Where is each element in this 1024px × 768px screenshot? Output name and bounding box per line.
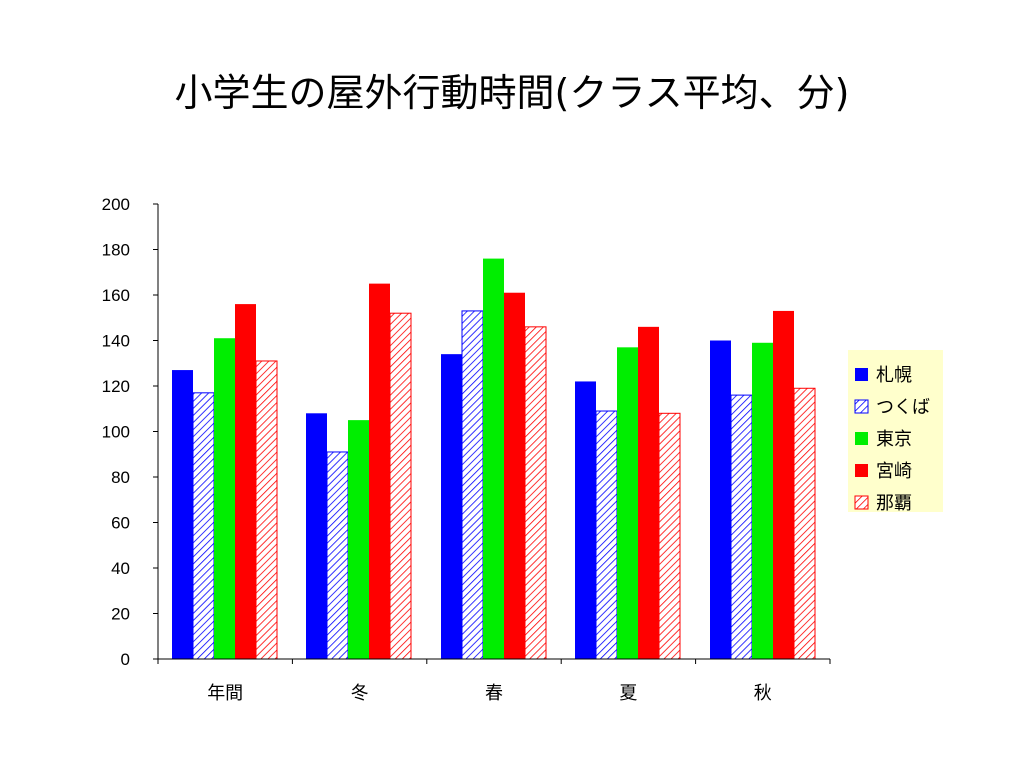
bar: [441, 354, 462, 659]
bar: [306, 413, 327, 659]
bar: [710, 340, 731, 659]
bar: [192, 392, 215, 660]
bar: [730, 394, 753, 660]
bar: [369, 283, 390, 659]
bar: [235, 304, 256, 659]
bar: [214, 338, 235, 659]
bar: [483, 258, 504, 659]
y-tick-label: 100: [102, 423, 130, 442]
x-category-label: 冬: [351, 683, 369, 704]
bar: [752, 342, 773, 659]
plot-area: 0 20 40 60 80 100 120 140 160 180 200 年間 冬 春 夏 秋: [102, 195, 831, 704]
y-tick-label: 200: [102, 195, 130, 214]
chart-title: 小学生の屋外行動時間(クラス平均、分): [174, 71, 850, 115]
legend-label: 東京: [876, 429, 912, 450]
y-tick-label: 40: [111, 559, 130, 578]
legend-swatch: [855, 368, 868, 381]
bar: [326, 451, 349, 660]
y-tick-label: 60: [111, 514, 130, 533]
legend-swatch: [855, 464, 868, 477]
legend-swatch: [854, 399, 869, 414]
legend-label: 宮崎: [876, 461, 912, 482]
y-tick-label: 80: [111, 468, 130, 487]
y-tick-label: 120: [102, 377, 130, 396]
legend-label: 札幌: [876, 365, 912, 386]
bar: [172, 370, 193, 659]
y-tick-label: 180: [102, 241, 130, 260]
bar: [638, 326, 659, 659]
x-category-label: 秋: [754, 683, 772, 704]
legend-label: つくば: [876, 397, 930, 418]
bar: [773, 310, 794, 659]
y-tick-label: 20: [111, 605, 130, 624]
y-tick-label: 0: [121, 650, 130, 669]
x-category-label: 夏: [619, 683, 637, 704]
x-category-label: 年間: [207, 683, 243, 704]
bar: [575, 381, 596, 659]
bar: [793, 387, 816, 660]
legend-swatch: [854, 495, 869, 510]
y-tick-label: 160: [102, 286, 130, 305]
bar: [389, 312, 412, 660]
legend-swatch: [855, 432, 868, 445]
bar: [658, 412, 681, 660]
bar: [595, 410, 618, 660]
bar: [617, 347, 638, 659]
bar: [524, 326, 547, 660]
x-category-label: 春: [485, 683, 503, 704]
bar: [255, 360, 278, 660]
bar: [348, 420, 369, 659]
legend-label: 那覇: [876, 493, 912, 514]
y-tick-label: 140: [102, 332, 130, 351]
bar: [504, 292, 525, 659]
bar: [461, 310, 484, 660]
